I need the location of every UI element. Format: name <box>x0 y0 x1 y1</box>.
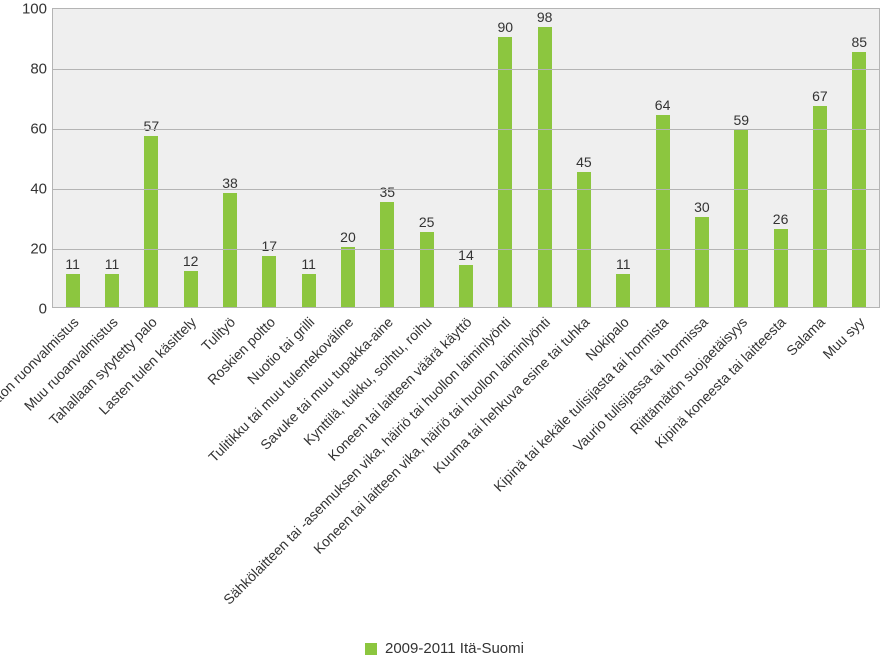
bar-chart: 11 11 57 12 38 17 11 20 35 25 14 90 98 45 11 64 30 59 26 67… <box>0 0 889 663</box>
bar-rect <box>695 217 709 307</box>
bar-rect <box>774 229 788 307</box>
bar-rect <box>616 274 630 307</box>
bar: 35 <box>368 9 407 307</box>
gridline <box>53 189 879 190</box>
y-tick-label: 40 <box>30 181 47 198</box>
bar-value-label: 11 <box>616 256 631 272</box>
bar-rect <box>813 106 827 307</box>
bar-value-label: 57 <box>144 118 160 134</box>
bar: 57 <box>132 9 171 307</box>
bar-rect <box>223 193 237 307</box>
bar-rect <box>656 115 670 307</box>
bar-value-label: 11 <box>301 256 316 272</box>
bar: 90 <box>486 9 525 307</box>
bar-value-label: 26 <box>773 211 789 227</box>
bar-rect <box>302 274 316 307</box>
bar-rect <box>66 274 80 307</box>
bar-value-label: 30 <box>694 199 710 215</box>
bar-rect <box>380 202 394 307</box>
bar-value-label: 45 <box>576 154 592 170</box>
bar: 85 <box>840 9 879 307</box>
legend-label: 2009-2011 Itä-Suomi <box>385 640 524 657</box>
bar: 67 <box>800 9 839 307</box>
bar-rect <box>144 136 158 307</box>
bar-rect <box>577 172 591 307</box>
bar: 26 <box>761 9 800 307</box>
y-tick-label: 20 <box>30 241 47 258</box>
bar-rect <box>852 52 866 307</box>
bar-value-label: 11 <box>65 256 80 272</box>
bar: 11 <box>289 9 328 307</box>
plot-area: 11 11 57 12 38 17 11 20 35 25 14 90 98 45 11 64 30 59 26 67… <box>52 8 880 308</box>
bar: 30 <box>682 9 721 307</box>
y-tick-label: 0 <box>39 301 47 318</box>
legend: 2009-2011 Itä-Suomi <box>0 640 889 657</box>
bar-value-label: 20 <box>340 229 356 245</box>
y-tick-label: 60 <box>30 121 47 138</box>
bar-rect <box>184 271 198 307</box>
gridline <box>53 69 879 70</box>
bar-value-label: 35 <box>380 184 396 200</box>
gridline <box>53 249 879 250</box>
bar-value-label: 98 <box>537 9 553 25</box>
bar: 11 <box>53 9 92 307</box>
bar-value-label: 67 <box>812 88 828 104</box>
bar-rect <box>734 130 748 307</box>
bar-value-label: 17 <box>262 238 278 254</box>
legend-swatch <box>365 643 377 655</box>
bar: 59 <box>722 9 761 307</box>
bar-rect <box>105 274 119 307</box>
bar: 12 <box>171 9 210 307</box>
bar: 25 <box>407 9 446 307</box>
bar: 45 <box>564 9 603 307</box>
bar-rect <box>262 256 276 307</box>
bar: 98 <box>525 9 564 307</box>
bar-value-label: 12 <box>183 253 199 269</box>
bar-value-label: 59 <box>733 112 749 128</box>
bar: 14 <box>446 9 485 307</box>
y-tick-label: 100 <box>22 1 47 18</box>
bar-value-label: 90 <box>497 19 513 35</box>
bar-rect <box>459 265 473 307</box>
bar-value-label: 85 <box>851 34 867 50</box>
bar: 11 <box>92 9 131 307</box>
bar-value-label: 25 <box>419 214 435 230</box>
bar-value-label: 11 <box>105 256 120 272</box>
bar: 64 <box>643 9 682 307</box>
bar-rect <box>341 247 355 307</box>
bar: 11 <box>604 9 643 307</box>
bar: 17 <box>250 9 289 307</box>
bar-value-label: 64 <box>655 97 671 113</box>
bar: 20 <box>328 9 367 307</box>
bars-container: 11 11 57 12 38 17 11 20 35 25 14 90 98 45 11 64 30 59 26 67… <box>53 9 879 307</box>
gridline <box>53 129 879 130</box>
bar: 38 <box>210 9 249 307</box>
bar-rect <box>420 232 434 307</box>
y-tick-label: 80 <box>30 61 47 78</box>
bar-rect <box>498 37 512 307</box>
